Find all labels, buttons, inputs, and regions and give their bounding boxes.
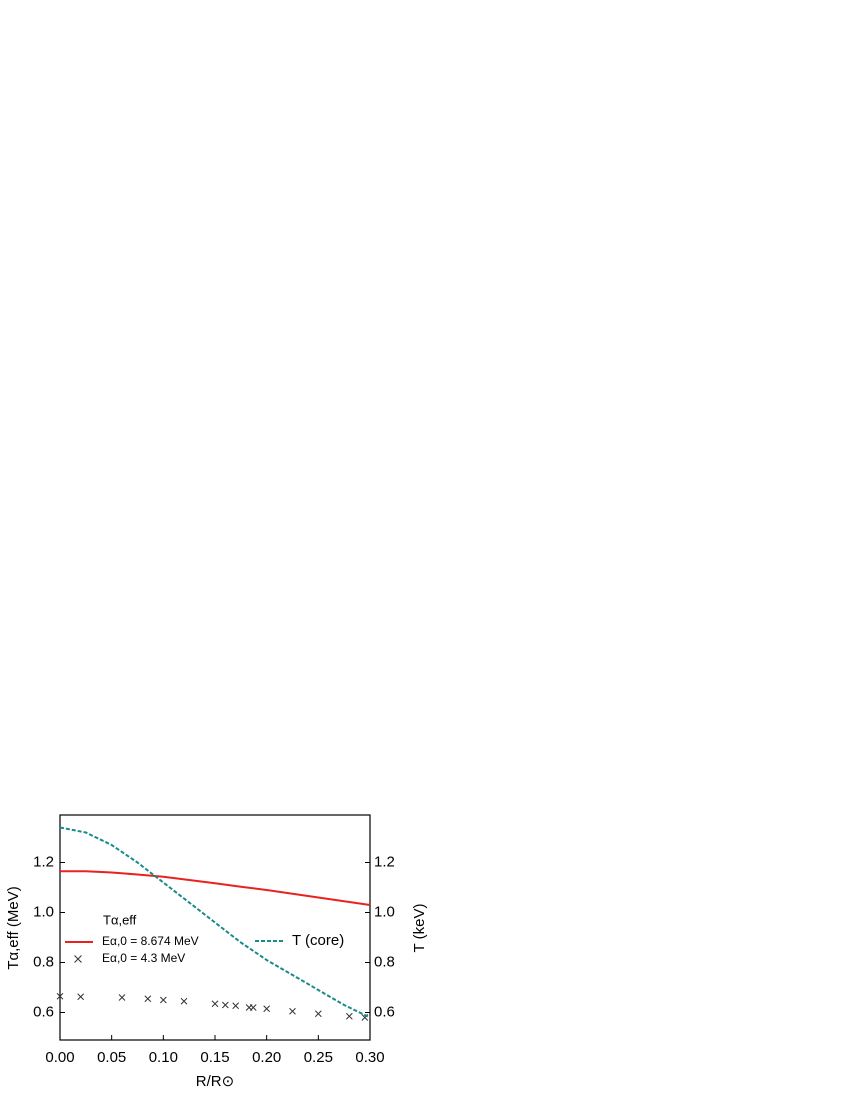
- legend-label: Eα,0 = 4.3 MeV: [102, 951, 185, 965]
- x-tick-label: 0.10: [149, 1049, 178, 1066]
- marker: [289, 1007, 296, 1015]
- marker: [77, 993, 85, 1001]
- marker: [263, 1005, 271, 1013]
- x-tick-label: 0.20: [252, 1049, 281, 1066]
- marker: [211, 1000, 219, 1008]
- x-axis-label: R/R⊙: [196, 1073, 234, 1090]
- x-tick-label: 0.25: [304, 1049, 333, 1066]
- x-tick-label: 0.30: [355, 1049, 384, 1066]
- y2-tick-label: 1.0: [374, 903, 395, 920]
- marker: [144, 995, 152, 1003]
- marker: [118, 994, 126, 1001]
- x-tick-label: 0.05: [97, 1049, 126, 1066]
- y2-tick-label: 1.2: [374, 853, 395, 870]
- y2-axis-label: T (keV): [411, 904, 428, 953]
- line: [60, 870, 371, 906]
- y-tick-label: 0.8: [33, 953, 54, 970]
- legend-label: Eα,0 = 8.674 MeV: [102, 934, 199, 948]
- y-tick-label: 1.0: [33, 903, 54, 920]
- marker: [221, 1001, 229, 1009]
- legend-title: Tα,eff: [103, 912, 137, 927]
- legend-label: T (core): [292, 932, 344, 949]
- marker: [180, 997, 188, 1005]
- marker: [314, 1010, 322, 1018]
- plot-frame: [59, 814, 371, 1041]
- marker: [159, 996, 167, 1004]
- marker: [56, 992, 64, 1000]
- marker: [345, 1012, 353, 1020]
- line: [59, 826, 371, 1019]
- y-axis-label: Tα,eff (MeV): [5, 886, 22, 969]
- y2-tick-label: 0.8: [374, 953, 395, 970]
- marker: [249, 1004, 257, 1011]
- y-tick-label: 1.2: [33, 853, 54, 870]
- y-tick-label: 0.6: [33, 1003, 54, 1020]
- x-tick-label: 0.00: [45, 1049, 74, 1066]
- x-tick-label: 0.15: [200, 1049, 229, 1066]
- marker: [232, 1002, 240, 1010]
- legend-marker: [74, 955, 82, 963]
- y2-tick-label: 0.6: [374, 1003, 395, 1020]
